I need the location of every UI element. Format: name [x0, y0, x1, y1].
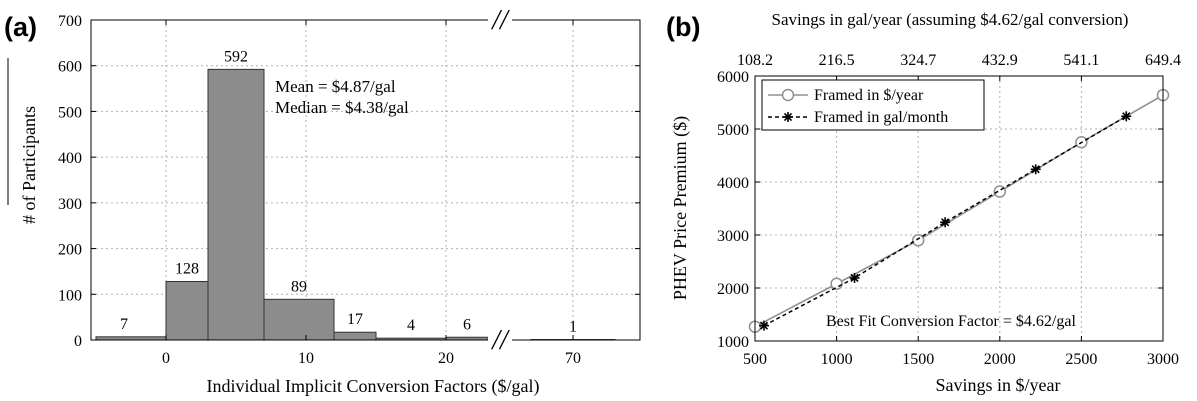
panel-a-x-tick-label: 20	[438, 350, 454, 367]
panel-a-bar	[333, 331, 377, 341]
panel-a-plot-frame	[90, 19, 641, 341]
panel-a-x-tick-label: 10	[298, 350, 314, 367]
panel-b-x-axis-label: Savings in $/year	[936, 375, 1061, 395]
panel-b-label: (b)	[666, 12, 700, 42]
panel-a-y-tick-label: 700	[58, 13, 82, 30]
star-stroke	[759, 321, 769, 330]
star-stroke	[1122, 112, 1131, 121]
panel-a-data-label: 17	[347, 311, 363, 328]
panel-a-histogram: 0 100 200 300 400 500 600 700 0 10 20 70 // // 7 128 5…	[4, 5, 641, 397]
panel-b-x-tick-label: 1000	[821, 351, 853, 368]
panel-a-axis-break: // //	[488, 5, 512, 356]
panel-a-annotation-median: Median = $4.38/gal	[275, 98, 409, 117]
panel-b-top-x-tick-label: 432.9	[982, 52, 1018, 69]
panel-b-y-axis-label: PHEV Price Premium ($)	[670, 116, 691, 300]
star-stroke	[850, 273, 859, 283]
panel-a-data-label: 89	[291, 278, 307, 295]
panel-a-bar	[207, 68, 265, 341]
panel-b-line-chart: 500 108.2 1000 216.5 1500 324.7 2000 432.9 2500 5…	[666, 10, 1181, 395]
panel-b-ticks: 500 108.2 1000 216.5 1500 324.7 2000 432.9 2500 5…	[717, 52, 1181, 368]
panel-b-point-gal-month	[1121, 111, 1132, 122]
panel-a-y-tick-label: 500	[58, 104, 82, 121]
panel-b-x-tick-label: 3000	[1147, 351, 1179, 368]
panel-b-top-x-axis-label: Savings in gal/year (assuming $4.62/gal …	[772, 10, 1129, 29]
panel-b-y-tick-label: 4000	[717, 175, 749, 192]
panel-a-data-label: 4	[407, 317, 415, 334]
panel-a-data-labels: 7 128 592 89 17 4 6 1	[120, 48, 577, 335]
panel-a-axis-break-gap-bottom	[488, 328, 512, 352]
panel-a-x-tick-label: 0	[162, 350, 170, 367]
panel-a-annotation-mean: Mean = $4.87/gal	[275, 77, 396, 96]
panel-b-point-dollar-year	[911, 234, 925, 247]
panel-b-top-x-tick-label: 324.7	[900, 52, 936, 69]
panel-b-annotation-best-fit: Best Fit Conversion Factor = $4.62/gal	[826, 313, 1076, 330]
panel-a-y-tick-label: 100	[58, 287, 82, 304]
star-stroke	[1031, 165, 1040, 174]
panel-b-top-x-tick-label: 541.1	[1063, 52, 1099, 69]
panel-a-axis-break-mark-top: //	[490, 5, 510, 36]
panel-b-point-gal-month	[758, 320, 769, 331]
panel-a-y-tick-label: 600	[58, 59, 82, 76]
panel-a-bar	[165, 280, 209, 341]
panel-b-grid	[755, 76, 1163, 341]
panel-a-data-label: 128	[175, 260, 199, 277]
panel-b-point-gal-month	[849, 272, 860, 283]
panel-b-x-tick-label: 2500	[1065, 351, 1097, 368]
panel-b-y-tick-label: 3000	[717, 228, 749, 245]
panel-b-y-tick-label: 1000	[717, 334, 749, 351]
star-stroke	[783, 112, 793, 122]
panel-b-y-tick-label: 2000	[717, 281, 749, 298]
panel-b-series-line-dollar-year	[754, 94, 1164, 328]
panel-b-y-tick-label: 6000	[717, 69, 749, 86]
panel-b-legend-label-dollar-year: Framed in $/year	[814, 87, 924, 104]
panel-b-x-tick-label: 500	[743, 351, 767, 368]
panel-b-y-tick-label: 5000	[717, 122, 749, 139]
panel-a-axis-break-gap-top	[488, 8, 512, 32]
panel-a-data-label: 6	[463, 316, 471, 333]
panel-a-bars	[95, 68, 616, 341]
panel-a-label: (a)	[4, 12, 37, 42]
panel-b-top-x-tick-label: 108.2	[737, 52, 773, 69]
panel-a-y-tick-label: 200	[58, 242, 82, 259]
panel-b-legend-box	[761, 79, 985, 131]
panel-a-y-tick-label: 300	[58, 196, 82, 213]
panel-b-point-gal-month	[1030, 164, 1041, 175]
panel-b-x-tick-label: 1500	[902, 351, 934, 368]
panel-b-legend-label-gal-month: Framed in gal/month	[814, 109, 948, 126]
panel-a-data-label: 592	[224, 48, 248, 65]
panel-b-plot-frame	[754, 75, 1164, 342]
panel-a-data-label: 7	[120, 316, 128, 333]
panel-a-data-label: 1	[569, 319, 577, 336]
panel-a-y-tick-label: 0	[74, 333, 82, 350]
panel-a-ticks: 0 100 200 300 400 500 600 700 0 10 20 70	[58, 13, 640, 367]
panel-a-bar	[263, 298, 335, 341]
panel-a-x-axis-label: Individual Implicit Conversion Factors (…	[207, 376, 540, 397]
panel-b-legend: Framed in $/year Framed in gal/month	[761, 79, 985, 131]
star-stroke	[941, 218, 950, 227]
panel-b-top-x-tick-label: 216.5	[819, 52, 855, 69]
panel-a-axis-break-mark-bottom: //	[490, 325, 510, 356]
panel-b-x-tick-label: 2000	[984, 351, 1016, 368]
panel-b-point-gal-month	[940, 217, 951, 228]
panel-a-y-tick-label: 400	[58, 150, 82, 167]
panel-a-y-axis-label: # of Participants	[19, 106, 39, 224]
panel-b-top-x-tick-label: 649.4	[1145, 52, 1181, 69]
panel-b-point-dollar-year	[830, 277, 843, 291]
panel-b-legend-marker-gal-month	[783, 112, 793, 122]
panel-a-x-tick-label: 70	[565, 350, 581, 367]
panel-b-legend-marker-dollar-year	[781, 88, 795, 102]
